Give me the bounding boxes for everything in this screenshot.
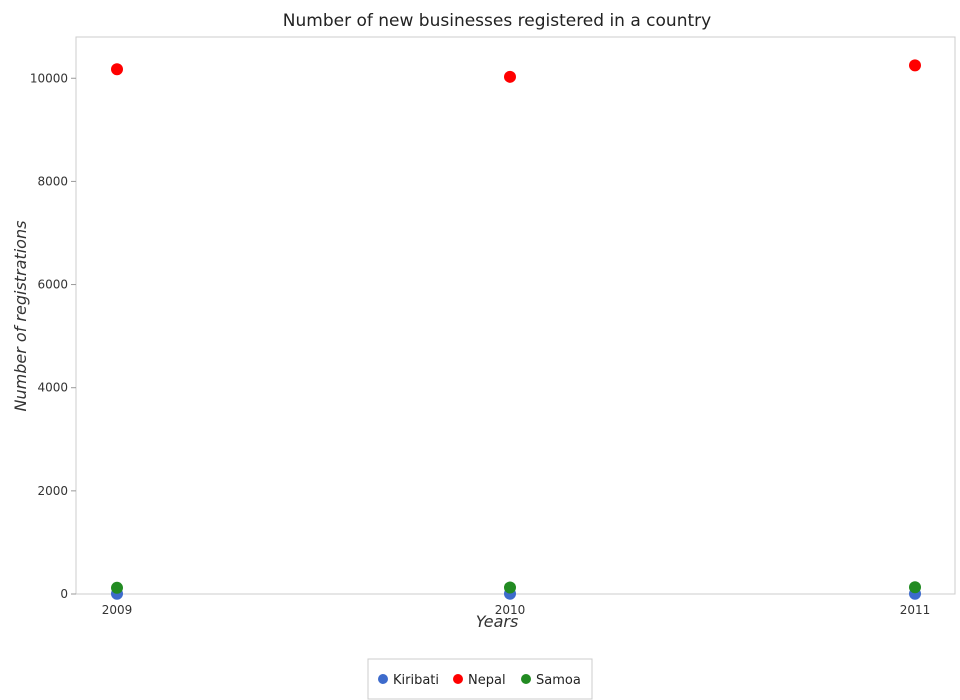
y-axis: 0 2000 4000 6000 8000 10000 (30, 71, 76, 601)
y-tick-label: 8000 (37, 174, 68, 188)
x-tick-label: 2011 (900, 603, 931, 617)
legend-marker-kiribati (378, 674, 388, 684)
y-tick-label: 10000 (30, 71, 68, 85)
y-tick-label: 6000 (37, 278, 68, 292)
legend-marker-samoa (521, 674, 531, 684)
legend-label-kiribati: Kiribati (393, 673, 439, 688)
x-tick-label: 2009 (102, 603, 133, 617)
legend-box (367, 658, 593, 700)
y-tick-label: 4000 (37, 381, 68, 395)
legend: Kiribati Nepal Samoa (367, 658, 593, 700)
legend-label-samoa: Samoa (536, 673, 581, 688)
point-nepal-2009 (111, 63, 123, 76)
y-tick-label: 0 (60, 587, 68, 601)
point-samoa-2011 (909, 581, 921, 594)
point-nepal-2010 (504, 70, 516, 83)
data-points (111, 59, 921, 600)
x-axis: 2009 2010 2011 (102, 594, 931, 617)
point-samoa-2009 (111, 581, 123, 594)
x-tick-label: 2010 (495, 603, 526, 617)
y-axis-label: Number of registrations (11, 221, 30, 412)
point-nepal-2011 (909, 59, 921, 72)
legend-label-nepal: Nepal (468, 673, 506, 688)
y-tick-label: 2000 (37, 484, 68, 498)
x-axis-label: Years (476, 612, 519, 631)
legend-marker-nepal (453, 674, 463, 684)
point-samoa-2010 (504, 581, 516, 594)
plot-area (75, 36, 956, 595)
chart-title: Number of new businesses registered in a… (283, 11, 711, 31)
